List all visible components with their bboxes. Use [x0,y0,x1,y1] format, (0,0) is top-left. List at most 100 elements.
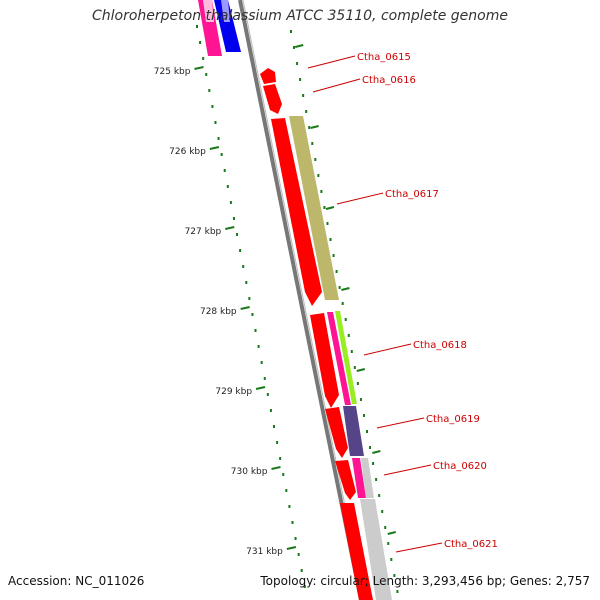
minor-tick [344,318,347,321]
feature-track [198,0,392,600]
minor-tick [288,505,291,508]
gene-label-leader [395,542,443,553]
minor-tick [341,302,344,305]
gene-arrow-ctha-0620 [335,460,356,500]
gene-label-leader [336,192,384,205]
major-tick [356,368,366,372]
minor-tick [293,46,296,49]
gene-label-leader [383,464,432,476]
minor-tick [323,206,326,209]
minor-tick [378,494,381,497]
major-tick [209,146,220,150]
minor-tick [248,297,251,300]
major-tick [341,287,350,291]
minor-tick [305,110,308,113]
genome-backbone [238,0,363,600]
minor-tick [290,30,292,33]
gene-block-pink [198,0,222,56]
gene-block-lime-0618 [335,311,357,404]
minor-tick [381,510,384,513]
minor-tick [196,25,198,28]
major-tick [194,66,204,70]
major-tick [294,44,304,48]
gene-label: Ctha_0615 [357,52,411,63]
gene-label-leader [312,78,361,93]
minor-tick [276,441,279,444]
minor-tick [362,414,365,417]
gene-block-gray-0621 [360,499,392,600]
gene-arrow-ctha-0617 [271,118,322,306]
gene-block-pink-light [203,0,214,22]
major-tick [310,125,319,129]
minor-tick [299,78,302,81]
major-tick [271,466,281,470]
minor-tick [390,558,393,561]
minor-tick [279,457,282,460]
minor-tick [220,153,223,156]
minor-tick [294,537,297,540]
major-tick [240,306,250,310]
minor-tick [208,89,211,92]
minor-tick [296,62,299,65]
minor-tick [260,361,263,364]
minor-tick [226,185,229,188]
minor-tick [199,41,202,44]
minor-tick [366,430,368,433]
minor-tick [303,585,306,588]
minor-tick [347,334,350,337]
gene-label-track: Ctha_0615 Ctha_0616 Ctha_0617 Ctha_0618 Ctha… [307,52,498,553]
minor-tick [291,521,294,524]
minor-tick [326,222,329,225]
tick-track: 725 kbp 726 kbp 727 kbp 728 kbp 729 kbp 730 k… [154,25,399,593]
minor-tick [317,174,320,177]
minor-tick [263,377,266,380]
gene-label: Ctha_0616 [362,75,416,86]
kbp-tick-label: 729 kbp [215,387,252,397]
kbp-tick-label: 731 kbp [246,547,283,557]
accession-text: Accession: NC_011026 [8,574,145,588]
minor-tick [320,190,323,193]
gene-block-slate-0619 [343,406,364,456]
minor-tick [393,574,396,577]
minor-tick [273,425,275,428]
minor-tick [314,158,317,161]
minor-tick [300,569,303,572]
minor-tick [308,126,311,129]
minor-tick [242,265,245,268]
minor-tick [396,590,399,593]
gene-arrow-ctha-0619 [325,407,348,458]
minor-tick [359,398,362,401]
minor-tick [350,350,353,353]
kbp-tick-label: 730 kbp [231,467,268,477]
minor-tick [372,462,375,465]
gene-block-olive-0617 [289,116,339,300]
gene-label: Ctha_0620 [433,461,487,472]
gene-label: Ctha_0617 [385,189,439,200]
minor-tick [236,233,239,236]
major-tick [387,531,397,535]
minor-tick [338,286,341,289]
minor-tick [245,281,248,284]
genome-title: Chloroherpeton thalassium ATCC 35110, co… [92,8,508,24]
genome-backbone-shadow [242,0,365,600]
minor-tick [202,57,205,60]
minor-tick [266,393,269,396]
gene-label-leader [363,343,412,356]
gene-block-gray-0620 [361,458,374,498]
minor-tick [251,313,254,316]
major-tick [286,546,297,550]
minor-tick [217,137,220,140]
gene-block-blue-light [221,0,230,22]
minor-tick [311,142,314,145]
kbp-tick-label: 726 kbp [169,147,206,157]
gene-label: Ctha_0618 [413,340,467,351]
minor-tick [282,473,285,476]
minor-tick [329,238,332,241]
minor-tick [269,409,272,412]
major-tick [225,226,235,230]
minor-tick [332,254,335,257]
major-tick [372,450,381,454]
minor-tick [223,169,226,172]
minor-tick [302,94,305,97]
